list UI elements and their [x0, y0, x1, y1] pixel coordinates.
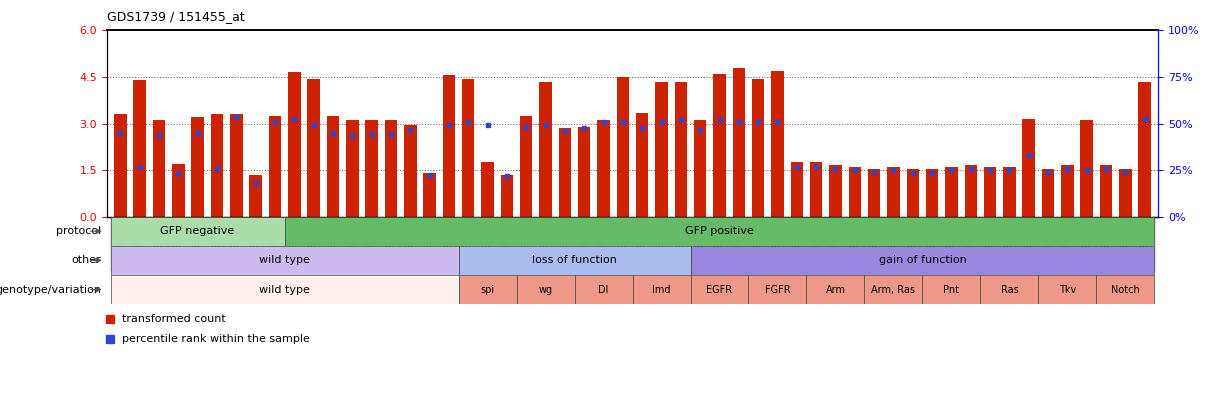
Text: EGFR: EGFR: [707, 285, 733, 294]
Bar: [867, 168, 881, 217]
Bar: [423, 173, 436, 217]
Bar: [1061, 165, 1074, 217]
Bar: [636, 113, 648, 217]
Bar: [459, 246, 691, 275]
Text: gain of function: gain of function: [879, 256, 967, 265]
Bar: [501, 175, 513, 217]
Bar: [249, 175, 261, 217]
Bar: [172, 164, 184, 217]
Bar: [229, 114, 243, 217]
Text: Tkv: Tkv: [1059, 285, 1076, 294]
Bar: [1042, 168, 1054, 217]
Bar: [1119, 168, 1131, 217]
Bar: [134, 80, 146, 217]
Bar: [346, 120, 358, 217]
Bar: [326, 116, 339, 217]
Text: Pnt: Pnt: [944, 285, 960, 294]
Text: wild type: wild type: [259, 285, 310, 294]
Text: Notch: Notch: [1112, 285, 1140, 294]
Bar: [481, 162, 493, 217]
Bar: [110, 246, 459, 275]
Text: transformed count: transformed count: [121, 314, 226, 324]
Bar: [574, 275, 633, 304]
Text: Arm, Ras: Arm, Ras: [871, 285, 915, 294]
Bar: [520, 116, 533, 217]
Bar: [404, 125, 416, 217]
Text: spi: spi: [481, 285, 494, 294]
Bar: [923, 275, 980, 304]
Bar: [1139, 82, 1151, 217]
Bar: [945, 167, 958, 217]
Bar: [810, 162, 822, 217]
Bar: [1038, 275, 1097, 304]
Bar: [539, 82, 552, 217]
Bar: [849, 167, 861, 217]
Bar: [887, 167, 899, 217]
Text: Ras: Ras: [1000, 285, 1018, 294]
Bar: [211, 114, 223, 217]
Bar: [459, 275, 517, 304]
Bar: [1081, 120, 1093, 217]
Bar: [713, 74, 726, 217]
Bar: [366, 120, 378, 217]
Bar: [558, 128, 571, 217]
Bar: [691, 275, 748, 304]
Bar: [691, 246, 1155, 275]
Bar: [748, 275, 806, 304]
Text: GFP negative: GFP negative: [161, 226, 234, 236]
Bar: [443, 75, 455, 217]
Bar: [733, 68, 745, 217]
Bar: [578, 127, 590, 217]
Bar: [288, 72, 301, 217]
Bar: [980, 275, 1038, 304]
Bar: [907, 168, 919, 217]
Bar: [1022, 119, 1036, 217]
Text: protocol: protocol: [56, 226, 102, 236]
Bar: [829, 165, 842, 217]
Bar: [964, 165, 977, 217]
Bar: [110, 217, 285, 246]
Bar: [114, 114, 126, 217]
Bar: [1099, 165, 1113, 217]
Bar: [1097, 275, 1155, 304]
Bar: [655, 82, 667, 217]
Bar: [790, 162, 804, 217]
Bar: [461, 79, 475, 217]
Bar: [694, 120, 707, 217]
Bar: [110, 275, 459, 304]
Text: GDS1739 / 151455_at: GDS1739 / 151455_at: [107, 10, 244, 23]
Text: Imd: Imd: [653, 285, 671, 294]
Text: wild type: wild type: [259, 256, 310, 265]
Text: wg: wg: [539, 285, 552, 294]
Bar: [384, 120, 398, 217]
Text: Dl: Dl: [599, 285, 609, 294]
Bar: [307, 79, 320, 217]
Bar: [517, 275, 574, 304]
Text: genotype/variation: genotype/variation: [0, 285, 102, 294]
Bar: [617, 77, 629, 217]
Bar: [865, 275, 923, 304]
Text: loss of function: loss of function: [533, 256, 617, 265]
Bar: [806, 275, 865, 304]
Text: GFP positive: GFP positive: [685, 226, 753, 236]
Bar: [285, 217, 1155, 246]
Text: percentile rank within the sample: percentile rank within the sample: [121, 334, 309, 343]
Bar: [926, 168, 939, 217]
Bar: [598, 120, 610, 217]
Bar: [191, 117, 204, 217]
Bar: [984, 167, 996, 217]
Text: Arm: Arm: [826, 285, 845, 294]
Text: FGFR: FGFR: [764, 285, 790, 294]
Bar: [269, 116, 281, 217]
Bar: [752, 79, 764, 217]
Bar: [772, 71, 784, 217]
Text: other: other: [71, 256, 102, 265]
Bar: [633, 275, 691, 304]
Bar: [1004, 167, 1016, 217]
Bar: [152, 120, 166, 217]
Bar: [675, 82, 687, 217]
